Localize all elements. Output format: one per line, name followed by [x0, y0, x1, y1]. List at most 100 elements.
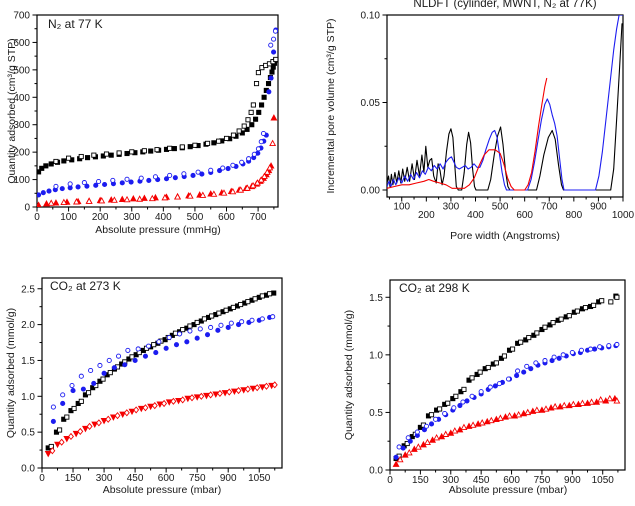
svg-text:100: 100 — [13, 175, 30, 186]
svg-text:450: 450 — [473, 475, 490, 486]
svg-text:0.10: 0.10 — [361, 11, 381, 22]
svg-text:500: 500 — [187, 212, 204, 223]
svg-text:300: 300 — [123, 212, 140, 223]
axis-ticks — [37, 288, 276, 473]
nldft-plot: 100 200 300 400 500 600 700 800 900 1000 0.00 0.05 0… — [361, 11, 635, 222]
tick-labels: 0 100 200 300 400 500 600 700 0 100 200 300 400 500 60… — [13, 11, 267, 224]
series-group — [387, 15, 623, 191]
scatter-series — [49, 381, 278, 455]
axis-ticks — [382, 14, 624, 202]
svg-text:0: 0 — [34, 212, 40, 223]
svg-text:200: 200 — [13, 148, 30, 159]
svg-text:500: 500 — [492, 202, 509, 213]
y-axis-label: Quantity adsorbed (mmol/g) — [343, 309, 355, 441]
svg-text:750: 750 — [189, 473, 206, 484]
x-axis-label: Pore width (Angstroms) — [450, 230, 560, 242]
svg-text:300: 300 — [13, 120, 30, 131]
svg-text:900: 900 — [590, 202, 607, 213]
axis-ticks — [32, 14, 275, 212]
axis-ticks — [385, 296, 619, 475]
svg-text:600: 600 — [158, 473, 175, 484]
svg-text:0.0: 0.0 — [369, 466, 383, 477]
co2-273k-plot: 0 150 300 450 600 750 900 1050 0.0 0.5 1.0 1.5 2.0 2.… — [21, 277, 283, 484]
svg-text:1000: 1000 — [612, 210, 635, 221]
line-series — [387, 15, 623, 191]
scatter-series — [50, 314, 273, 424]
scatter-series — [48, 291, 273, 450]
tick-labels: 0 150 300 450 600 750 900 1050 0.0 0.5 1.0 1.5 — [369, 293, 614, 486]
series-group — [37, 27, 278, 207]
svg-text:100: 100 — [393, 202, 410, 213]
svg-text:450: 450 — [127, 473, 144, 484]
svg-text:500: 500 — [13, 65, 30, 76]
x-axis-label: Absolute pressure (mbar) — [448, 484, 568, 496]
svg-text:100: 100 — [60, 212, 77, 223]
panel-nldft-pore-distribution: 100 200 300 400 500 600 700 800 900 1000 0.00 0.05 0… — [315, 0, 635, 250]
svg-text:400: 400 — [155, 212, 172, 223]
svg-text:900: 900 — [220, 473, 237, 484]
axes-frame — [386, 14, 624, 198]
svg-text:200: 200 — [418, 210, 435, 221]
plot-title: CO₂ at 273 K — [50, 279, 121, 293]
scatter-series — [53, 56, 278, 165]
scatter-series — [396, 294, 620, 459]
svg-text:1.5: 1.5 — [21, 356, 35, 367]
svg-text:0: 0 — [39, 473, 45, 484]
svg-text:800: 800 — [565, 210, 582, 221]
svg-text:750: 750 — [534, 475, 551, 486]
panel-n2-isotherm: 0 100 200 300 400 500 600 700 0 100 200 300 400 500 60… — [0, 0, 315, 250]
svg-text:150: 150 — [65, 473, 82, 484]
scatter-series — [45, 290, 277, 451]
svg-text:2.0: 2.0 — [21, 320, 35, 331]
scatter-series — [392, 394, 619, 467]
svg-text:0.05: 0.05 — [361, 98, 381, 109]
y-axis-label: Incremental pore volume (cm³/g STP) — [325, 18, 337, 194]
x-axis-label: Absolute pressure (mbar) — [102, 484, 222, 496]
svg-text:0.5: 0.5 — [21, 428, 35, 439]
scatter-series — [37, 57, 278, 175]
svg-text:600: 600 — [503, 475, 520, 486]
n2-isotherm-plot: 0 100 200 300 400 500 600 700 0 100 200 300 400 500 60… — [13, 11, 279, 224]
scatter-series — [47, 139, 277, 206]
plot-title: NLDFT (cylinder, MWNT, N₂ at 77K) — [413, 0, 597, 10]
line-series — [387, 77, 548, 191]
svg-text:1050: 1050 — [592, 475, 615, 486]
svg-text:150: 150 — [412, 475, 429, 486]
svg-text:900: 900 — [564, 475, 581, 486]
tick-labels: 0 150 300 450 600 750 900 1050 0.0 0.5 1.0 1.5 2.0 2.… — [21, 284, 271, 484]
svg-text:600: 600 — [218, 212, 235, 223]
scatter-series — [53, 28, 278, 189]
svg-text:400: 400 — [13, 93, 30, 104]
svg-text:300: 300 — [443, 202, 460, 213]
scatter-series — [396, 341, 620, 450]
svg-text:2.5: 2.5 — [21, 284, 35, 295]
series-group — [44, 290, 278, 458]
svg-text:600: 600 — [516, 210, 533, 221]
svg-text:0: 0 — [24, 203, 30, 214]
svg-text:400: 400 — [467, 210, 484, 221]
svg-text:300: 300 — [442, 475, 459, 486]
scatter-series — [396, 394, 621, 463]
panel-co2-273k: 0 150 300 450 600 750 900 1050 0.0 0.5 1.0 1.5 2.0 2.… — [0, 250, 315, 506]
svg-text:1.0: 1.0 — [369, 350, 383, 361]
line-series — [387, 23, 623, 191]
svg-text:0.0: 0.0 — [21, 464, 35, 475]
plot-title: N₂ at 77 K — [48, 17, 103, 31]
scatter-series — [50, 314, 276, 410]
svg-text:0.00: 0.00 — [361, 186, 381, 197]
series-group — [392, 293, 621, 467]
svg-text:1.0: 1.0 — [21, 392, 35, 403]
svg-text:700: 700 — [13, 11, 30, 22]
svg-text:1.5: 1.5 — [369, 293, 383, 304]
svg-text:700: 700 — [250, 212, 267, 223]
tick-labels: 100 200 300 400 500 600 700 800 900 1000 0.00 0.05 0… — [361, 11, 635, 222]
svg-text:300: 300 — [96, 473, 113, 484]
plot-title: CO₂ at 298 K — [399, 281, 470, 295]
svg-text:600: 600 — [13, 38, 30, 49]
x-axis-label: Absolute pressure (mmHg) — [95, 224, 221, 236]
svg-text:700: 700 — [541, 202, 558, 213]
svg-text:0.5: 0.5 — [369, 408, 383, 419]
axes-frame — [389, 279, 626, 471]
y-axis-label: Quantity adsorbed (mmol/g) — [5, 307, 17, 439]
